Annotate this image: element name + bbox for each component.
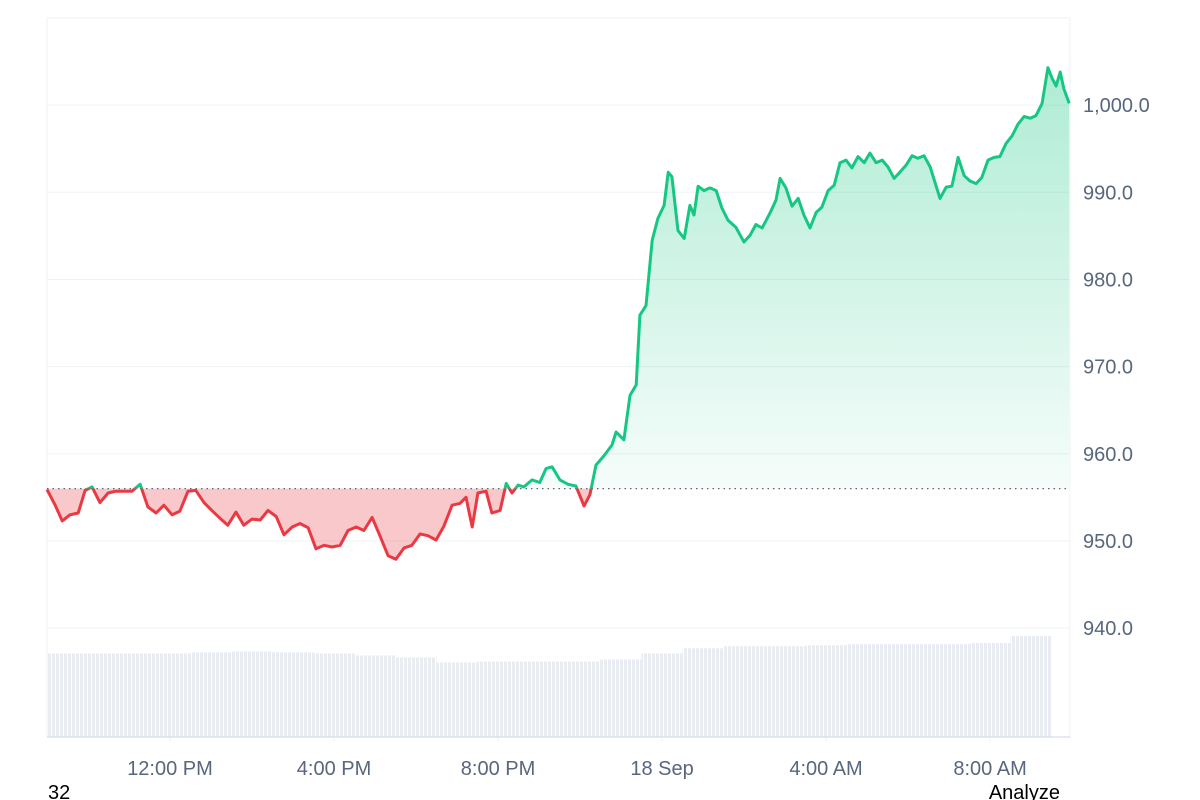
volume-bar (231, 651, 273, 737)
y-tick-label: 1,000.0 (1083, 95, 1150, 117)
volume-bar (108, 653, 150, 737)
volume-bar (190, 652, 232, 737)
volume-bar (47, 653, 68, 737)
volume-bar (518, 661, 560, 737)
volume-bar (600, 659, 642, 737)
volume-bar (846, 644, 888, 737)
volume-bar (395, 657, 437, 737)
volume-bar (313, 653, 355, 737)
volume-bar (272, 652, 314, 737)
footer-left: 32 (48, 782, 70, 800)
volume-bar (764, 646, 806, 737)
volume-bar (436, 662, 478, 737)
x-tick-label: 4:00 AM (789, 758, 862, 780)
x-tick-label: 18 Sep (630, 758, 693, 780)
volume-bar (682, 648, 724, 737)
volume-bar (805, 645, 847, 737)
volume-bar (67, 653, 109, 737)
x-tick-label: 8:00 AM (953, 758, 1026, 780)
volume-bar (149, 653, 191, 737)
volume-bar (1010, 636, 1052, 737)
y-tick-label: 980.0 (1083, 269, 1133, 291)
price-area (47, 67, 1070, 560)
x-tick-label: 12:00 PM (127, 758, 213, 780)
volume-bar (559, 661, 601, 737)
volume-bar (723, 646, 765, 737)
volume-bar (641, 653, 683, 737)
y-tick-label: 940.0 (1083, 618, 1133, 640)
volume-bar (354, 655, 396, 737)
volume-bar (477, 661, 519, 737)
y-tick-label: 960.0 (1083, 444, 1133, 466)
y-tick-label: 990.0 (1083, 182, 1133, 204)
volume-bar (928, 644, 970, 737)
footer-right[interactable]: Analyze (989, 782, 1060, 800)
volume-bar (969, 643, 1011, 737)
x-tick-label: 8:00 PM (461, 758, 535, 780)
x-tick-label: 4:00 PM (297, 758, 371, 780)
price-line (45, 66, 1071, 561)
y-tick-label: 970.0 (1083, 357, 1133, 379)
y-tick-label: 950.0 (1083, 531, 1133, 553)
volume-bar (887, 644, 929, 737)
